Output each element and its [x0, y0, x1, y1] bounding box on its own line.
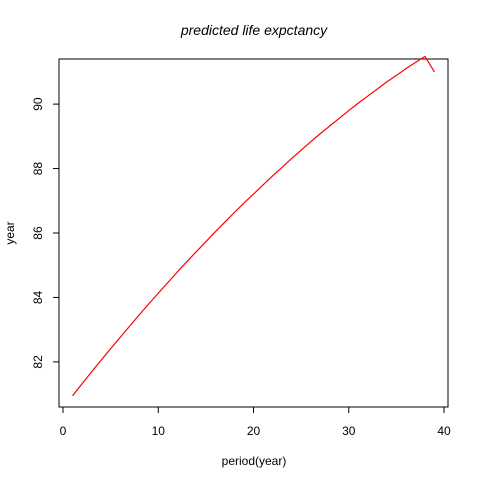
y-tick-label: 84: [31, 290, 45, 304]
y-tick-label: 82: [31, 355, 45, 369]
y-axis: 82 84 86 88 90: [31, 97, 59, 369]
x-tick-label: 20: [247, 424, 261, 438]
y-tick-label: 88: [31, 162, 45, 176]
plot-frame: [58, 58, 449, 408]
y-axis-label: year: [3, 221, 17, 244]
x-axis-label: period(year): [222, 454, 287, 468]
x-tick-label: 10: [152, 424, 166, 438]
x-tick-label: 40: [437, 424, 451, 438]
x-tick-label: 0: [60, 424, 67, 438]
series-line: [72, 55, 435, 397]
chart-title: predicted life expctancy: [180, 22, 328, 38]
x-tick-label: 30: [342, 424, 356, 438]
series-layer: [72, 55, 435, 397]
y-tick-label: 90: [31, 97, 45, 111]
y-tick-label: 86: [31, 226, 45, 240]
x-axis: 0 10 20 30 40: [60, 407, 451, 438]
